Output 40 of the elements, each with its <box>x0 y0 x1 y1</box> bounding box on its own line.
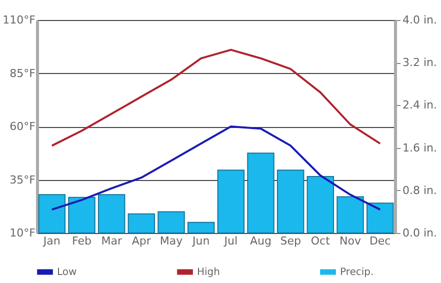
y2-tick-label: 0.8 in. <box>402 184 438 197</box>
bar <box>98 194 126 234</box>
y2-tick-label: 1.6 in. <box>402 141 438 154</box>
bar <box>217 170 245 234</box>
bar <box>158 211 185 234</box>
x-tick-label: Aug <box>250 234 272 248</box>
line-series <box>50 48 382 147</box>
y2-tick-label: 4.0 in. <box>402 14 438 26</box>
x-tick-label: Sep <box>280 234 301 248</box>
x-tick-label: Apr <box>132 234 152 248</box>
bar <box>336 196 364 234</box>
x-tick-label: Jun <box>191 234 210 248</box>
x-tick-label: Jan <box>42 234 60 248</box>
y2-tick-label: 0.0 in. <box>402 226 438 240</box>
y2-tick-label: 2.4 in. <box>402 98 438 112</box>
bar <box>276 170 304 234</box>
bar <box>366 202 394 234</box>
legend-label: Precip. <box>340 267 374 278</box>
x-tick-label: Feb <box>72 234 92 248</box>
x-tick-label: May <box>160 234 184 248</box>
y2-tick-label: 3.2 in. <box>402 56 438 70</box>
bar <box>306 176 334 234</box>
line-series <box>50 126 382 211</box>
bar <box>247 152 274 234</box>
y-tick-label: 35°F <box>10 173 36 186</box>
y-tick-label: 85°F <box>10 66 36 80</box>
bar <box>128 213 156 234</box>
bar <box>68 196 96 234</box>
x-tick-label: Dec <box>369 234 391 248</box>
y-tick-label: 60°F <box>10 120 36 133</box>
x-tick-label: Nov <box>340 234 362 248</box>
x-tick-label: Oct <box>310 234 331 248</box>
bar <box>38 194 66 234</box>
y-tick-label: 110°F <box>2 14 36 26</box>
bar <box>187 222 215 234</box>
x-tick-label: Mar <box>101 234 122 248</box>
legend-label: High <box>197 267 220 278</box>
y-tick-label: 10°F <box>10 226 36 240</box>
legend-label: Low <box>57 267 77 278</box>
x-tick-label: Jul <box>223 234 238 248</box>
